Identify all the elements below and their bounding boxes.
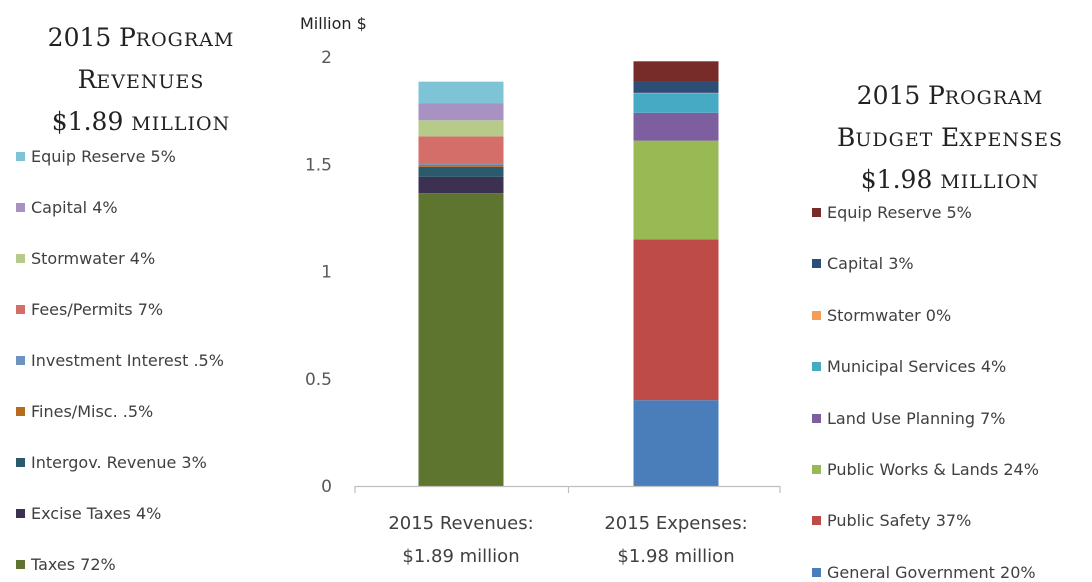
legend-label: Capital 3% (827, 254, 914, 274)
bar-segment (633, 81, 719, 93)
legend-item: Equip Reserve 5% (812, 203, 972, 222)
y-axis-unit-label: Million $ (300, 14, 367, 33)
bar-segment (633, 112, 719, 141)
y-tick-label: 1.5 (305, 155, 332, 175)
revenues-title-l3a: $1.89 (51, 107, 132, 136)
x-category-label: $1.89 million (402, 546, 519, 567)
expenses-title: 2015 PROGRAM BUDGET EXPENSES $1.98 MILLI… (820, 76, 1080, 202)
legend-swatch (16, 305, 25, 314)
legend-label: Public Works & Lands 24% (827, 460, 1039, 479)
bar-segment (633, 400, 719, 486)
legend-swatch (16, 254, 25, 263)
legend-swatch (812, 465, 821, 474)
legend-swatch (812, 362, 821, 372)
legend-label: Fees/Permits 7% (31, 300, 164, 319)
legend-item: Capital 4% (16, 198, 118, 217)
expenses-title-l2a: B (837, 123, 856, 152)
legend-item: Land Use Planning 7% (812, 409, 1005, 428)
legend-swatch (16, 560, 25, 569)
expenses-title-l3b: MILLION (940, 171, 1040, 193)
legend-item: Investment Interest .5% (16, 351, 224, 370)
legend-item: Taxes 72% (16, 555, 116, 574)
legend-label: General Government 20% (827, 562, 1036, 582)
legend-swatch (16, 458, 25, 467)
legend-item: General Government 20% (812, 563, 1036, 582)
legend-item: Public Works & Lands 24% (812, 460, 1039, 479)
bar-segment (418, 166, 504, 177)
x-category-label: 2015 Expenses: (604, 513, 747, 534)
bar-segment (633, 61, 719, 82)
legend-label: Capital 4% (31, 198, 118, 217)
legend-label: Equip Reserve 5% (827, 203, 972, 222)
revenues-title-l2b: EVENUES (96, 71, 205, 93)
x-category-label: 2015 Revenues: (388, 513, 533, 534)
legend-swatch (16, 407, 25, 416)
bar-segment (418, 120, 504, 137)
legend-item: Fees/Permits 7% (16, 300, 163, 319)
bar-segment (633, 239, 719, 401)
bar-segment (633, 92, 719, 94)
expenses-title-l1b: ROGRAM (944, 87, 1044, 109)
legend-label: Investment Interest .5% (31, 351, 224, 370)
expenses-title-year: 2015 (856, 81, 921, 110)
revenues-title: 2015 PROGRAM REVENUES $1.89 MILLION (18, 18, 264, 144)
legend-swatch (812, 208, 821, 217)
revenues-legend: Equip Reserve 5% Capital 4% Stormwater 4% F… (16, 0, 286, 575)
expenses-legend: Equip Reserve 5% Capital 3% Stormwater 0% M… (812, 0, 1092, 582)
legend-label: Equip Reserve 5% (31, 147, 176, 166)
legend-swatch (812, 259, 821, 269)
expenses-title-l3a: $1.98 (860, 165, 941, 194)
legend-swatch (16, 152, 25, 161)
legend-item: Stormwater 0% (812, 306, 951, 325)
legend-label: Public Safety 37% (827, 511, 972, 531)
legend-label: Municipal Services 4% (827, 357, 1007, 377)
bar-segment (633, 140, 719, 240)
legend-item: Stormwater 4% (16, 249, 155, 268)
legend-swatch (16, 356, 25, 365)
legend-item: Equip Reserve 5% (16, 147, 176, 166)
bar-segment (418, 136, 504, 163)
legend-item: Municipal Services 4% (812, 357, 1006, 376)
legend-label: Taxes 72% (31, 555, 116, 574)
revenues-title-l1b: ROGRAM (135, 29, 235, 51)
legend-item: Capital 3% (812, 254, 914, 273)
y-tick-label: 0.5 (305, 370, 332, 390)
legend-item: Fines/Misc. .5% (16, 402, 153, 421)
legend-swatch (16, 509, 25, 518)
legend-label: Excise Taxes 4% (31, 504, 162, 523)
legend-item: Excise Taxes 4% (16, 504, 161, 523)
revenues-title-l2a: R (77, 65, 97, 94)
bar-segment (418, 81, 504, 104)
legend-item: Intergov. Revenue 3% (16, 453, 207, 472)
legend-swatch (812, 310, 821, 320)
expenses-title-l2d: XPENSES (959, 129, 1063, 151)
revenues-title-l3b: MILLION (131, 113, 231, 135)
bar-segment (418, 164, 504, 167)
bar-segment (418, 162, 504, 165)
legend-label: Intergov. Revenue 3% (31, 453, 207, 472)
bar-segment (633, 93, 719, 113)
bar-segment (418, 193, 504, 486)
expenses-title-l2b: UDGET (855, 129, 934, 151)
expenses-title-l1a: P (927, 81, 945, 110)
legend-swatch (16, 203, 25, 212)
revenues-title-year: 2015 (47, 23, 112, 52)
legend-swatch (812, 413, 821, 423)
legend-swatch (812, 567, 821, 577)
legend-swatch (812, 516, 821, 526)
x-category-label: $1.98 million (617, 546, 734, 567)
y-tick-label: 1 (321, 263, 332, 283)
stacked-bar-chart: 0 0.5 1 1.5 2 2015 Revenues: $1.89 million 2015… (305, 48, 781, 567)
legend-label: Stormwater 0% (827, 305, 952, 325)
legend-label: Fines/Misc. .5% (31, 402, 154, 421)
y-tick-label: 2 (321, 48, 332, 68)
legend-label: Stormwater 4% (31, 249, 156, 268)
bar-segment (418, 103, 504, 121)
legend-label: Land Use Planning 7% (827, 408, 1006, 428)
expenses-title-l2c: E (941, 123, 960, 152)
y-tick-label: 0 (321, 477, 332, 497)
bar-segment (418, 176, 504, 194)
revenues-title-l1a: P (118, 23, 136, 52)
legend-item: Public Safety 37% (812, 511, 971, 530)
